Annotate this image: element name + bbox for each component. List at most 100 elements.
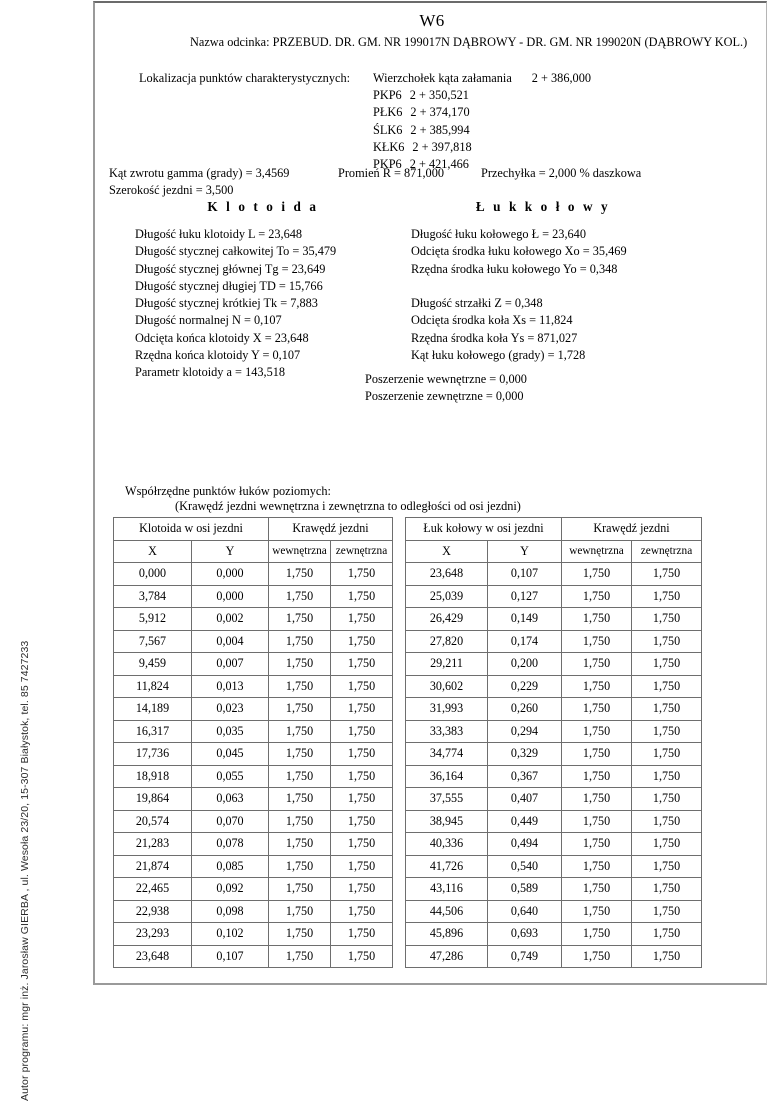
table-cell: 0,007 <box>190 652 270 676</box>
localization-point-chainage: 2 + 421,466 <box>409 156 469 171</box>
table-cell: 43,116 <box>405 877 488 901</box>
table-header-row: X Y wewnętrzna zewnętrzna <box>405 539 703 563</box>
author-credit-text: Autor programu: mgr inż. Jarosław GIERBA… <box>19 640 31 1101</box>
table-row: 37,555 0,407 1,750 1,750 <box>405 787 703 811</box>
table-cell: 0,494 <box>486 832 563 856</box>
table-cell: 1,750 <box>330 674 394 698</box>
column-group-header: Łuk kołowy w osi jezdni <box>404 517 563 541</box>
table-cell: 0,127 <box>486 584 563 608</box>
column-header-inner-edge: wewnętrzna <box>268 539 332 563</box>
table-cell: 1,750 <box>268 854 332 878</box>
table-row: 41,726 0,540 1,750 1,750 <box>405 854 703 878</box>
section-heading-klotoida: K l o t o i d a <box>207 199 319 214</box>
column-header-x: X <box>113 539 192 563</box>
table-cell: 0,102 <box>190 922 270 946</box>
column-header-outer-edge: zewnętrzna <box>330 539 394 563</box>
table-cell: 1,750 <box>268 674 332 698</box>
table-cell: 0,149 <box>486 607 563 631</box>
table-cell: 1,750 <box>330 877 394 901</box>
table-cell: 1,750 <box>561 629 633 653</box>
table-cell: 1,750 <box>330 697 394 721</box>
table-cell: 22,938 <box>113 899 192 923</box>
table-cell: 1,750 <box>268 877 332 901</box>
table-cell: 37,555 <box>405 787 488 811</box>
table-cell: 1,750 <box>631 899 703 923</box>
localization-label: Lokalizacja punktów charakterystycznych: <box>139 71 351 85</box>
table-cell: 1,750 <box>561 652 633 676</box>
parameter-road-width: Szerokość jezdni = 3,500 <box>109 183 234 197</box>
table-cell: 29,211 <box>405 652 488 676</box>
table-cell: 1,750 <box>631 697 703 721</box>
table-cell: 16,317 <box>113 719 192 743</box>
table-cell: 1,750 <box>330 899 394 923</box>
table-row: 29,211 0,200 1,750 1,750 <box>405 652 703 676</box>
table-cell: 0,449 <box>486 809 563 833</box>
klotoida-parameter: Odcięta końca klotoidy X = 23,648 <box>135 330 309 345</box>
table-row: 31,993 0,260 1,750 1,750 <box>405 697 703 721</box>
klotoida-parameter: Rzędna końca klotoidy Y = 0,107 <box>135 348 301 363</box>
table-cell: 1,750 <box>631 877 703 901</box>
table-cell: 0,078 <box>190 832 270 856</box>
section-heading-luk-kolowy: Ł u k k o ł o w y <box>475 199 611 214</box>
table-cell: 1,750 <box>268 944 332 968</box>
luk-kolowy-parameter: Długość strzałki Z = 0,348 <box>411 296 543 311</box>
table-cell: 17,736 <box>113 742 192 766</box>
table-cell: 36,164 <box>405 764 488 788</box>
table-row: 22,465 0,092 1,750 1,750 <box>113 877 394 901</box>
table-row: 47,286 0,749 1,750 1,750 <box>405 944 703 968</box>
table-cell: 14,189 <box>113 697 192 721</box>
column-header-inner-edge: wewnętrzna <box>561 539 633 563</box>
table-cell: 45,896 <box>405 922 488 946</box>
table-row: 14,189 0,023 1,750 1,750 <box>113 697 394 721</box>
localization-point: KŁK6 2 + 397,818 <box>373 140 591 157</box>
luk-kolowy-parameter: Odcięta środka łuku kołowego Xo = 35,469 <box>411 244 627 259</box>
table-cell: 23,293 <box>113 922 192 946</box>
table-cell: 0,035 <box>190 719 270 743</box>
table-cell: 0,174 <box>486 629 563 653</box>
table-row: 20,574 0,070 1,750 1,750 <box>113 809 394 833</box>
localization-point: PŁK6 2 + 374,170 <box>373 105 591 122</box>
table-cell: 1,750 <box>268 899 332 923</box>
klotoida-parameter: Długość stycznej głównej Tg = 23,649 <box>135 261 326 276</box>
table-cell: 1,750 <box>631 787 703 811</box>
table-cell: 1,750 <box>561 562 633 586</box>
table-cell: 0,540 <box>486 854 563 878</box>
klotoida-parameter: Długość łuku klotoidy L = 23,648 <box>135 227 303 241</box>
column-header-x: X <box>405 539 488 563</box>
table-cell: 0,107 <box>190 944 270 968</box>
table-cell: 19,864 <box>113 787 192 811</box>
luk-kolowy-parameter: Odcięta środka koła Xs = 11,824 <box>411 313 573 328</box>
table-cell: 1,750 <box>561 787 633 811</box>
table-cell: 1,750 <box>330 832 394 856</box>
table-cell: 1,750 <box>268 742 332 766</box>
table-cell: 1,750 <box>631 629 703 653</box>
table-cell: 1,750 <box>330 629 394 653</box>
table-row: 27,820 0,174 1,750 1,750 <box>405 629 703 653</box>
table-cell: 1,750 <box>268 607 332 631</box>
table-cell: 0,085 <box>190 854 270 878</box>
table-cell: 0,000 <box>190 584 270 608</box>
table-header-group-row: Łuk kołowy w osi jezdni Krawędź jezdni <box>404 517 703 541</box>
table-cell: 1,750 <box>268 764 332 788</box>
table-cell: 23,648 <box>405 562 488 586</box>
table-cell: 1,750 <box>631 832 703 856</box>
table-cell: 0,294 <box>486 719 563 743</box>
table-row: 38,945 0,449 1,750 1,750 <box>405 809 703 833</box>
column-header-y: Y <box>486 539 563 563</box>
table-cell: 1,750 <box>561 584 633 608</box>
table-cell: 47,286 <box>405 944 488 968</box>
table-cell: 0,045 <box>190 742 270 766</box>
table-cell: 1,750 <box>631 764 703 788</box>
table-cell: 1,750 <box>561 944 633 968</box>
table-cell: 0,070 <box>190 809 270 833</box>
table-row: 34,774 0,329 1,750 1,750 <box>405 742 703 766</box>
luk-kolowy-parameter-list: Długość łuku kołowego Ł = 23,640 Odcięta… <box>411 227 627 365</box>
page-title: W6 <box>419 11 445 30</box>
table-cell: 1,750 <box>561 764 633 788</box>
table-cell: 1,750 <box>330 809 394 833</box>
localization-point: PKP6 2 + 350,521 <box>373 88 591 105</box>
table-row: 21,283 0,078 1,750 1,750 <box>113 832 394 856</box>
table-row: 23,648 0,107 1,750 1,750 <box>113 944 394 968</box>
table-cell: 22,465 <box>113 877 192 901</box>
table-cell: 27,820 <box>405 629 488 653</box>
